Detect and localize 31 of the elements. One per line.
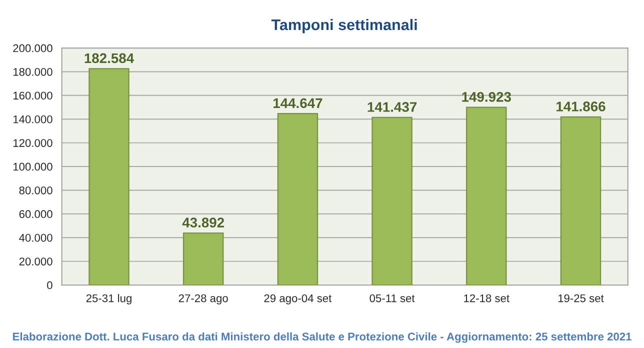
data-label: 141.437 — [368, 102, 417, 112]
y-tick-label: 180.000 — [13, 68, 52, 76]
chart-title: Tamponi settimanali — [271, 18, 417, 34]
y-tick-label: 200.000 — [13, 44, 52, 52]
x-tick-label: 05-11 set — [370, 294, 415, 302]
y-tick-label: 120.000 — [13, 139, 52, 147]
bar — [182, 232, 224, 286]
y-tick-label: 160.000 — [13, 92, 52, 100]
data-label: 182.584 — [84, 53, 134, 64]
y-tick-label: 60.000 — [19, 210, 52, 218]
bar — [88, 68, 130, 286]
x-tick-label: 29 ago-04 set — [264, 294, 332, 304]
y-tick-label: 0 — [47, 281, 52, 290]
bar — [560, 116, 602, 286]
data-label: 149.923 — [462, 92, 511, 102]
y-tick-label: 40.000 — [19, 234, 52, 242]
data-label: 144.647 — [273, 98, 322, 108]
bar — [277, 113, 318, 286]
x-tick-label: 12-18 set — [464, 294, 510, 302]
text: Elaborazione Dott. Luca Fusaro da dati Ministero della Salute e Protezione Civile - Aggiornamento: 25 settembre 2021 — [13, 332, 632, 343]
x-tick-label: 27-28 ago — [178, 294, 228, 304]
y-tick-label: 100.000 — [13, 162, 52, 171]
y-tick-label: 140.000 — [13, 115, 52, 124]
bar — [372, 116, 412, 286]
y-tick-label: 20.000 — [19, 258, 52, 266]
x-tick-label: 25-31 lug — [86, 294, 132, 304]
x-tick-label: 19-25 set — [558, 294, 604, 302]
data-label: 141.866 — [556, 102, 606, 112]
bar — [466, 106, 507, 286]
y-tick-label: 80.000 — [19, 186, 52, 194]
data-label: 43.892 — [182, 218, 224, 228]
